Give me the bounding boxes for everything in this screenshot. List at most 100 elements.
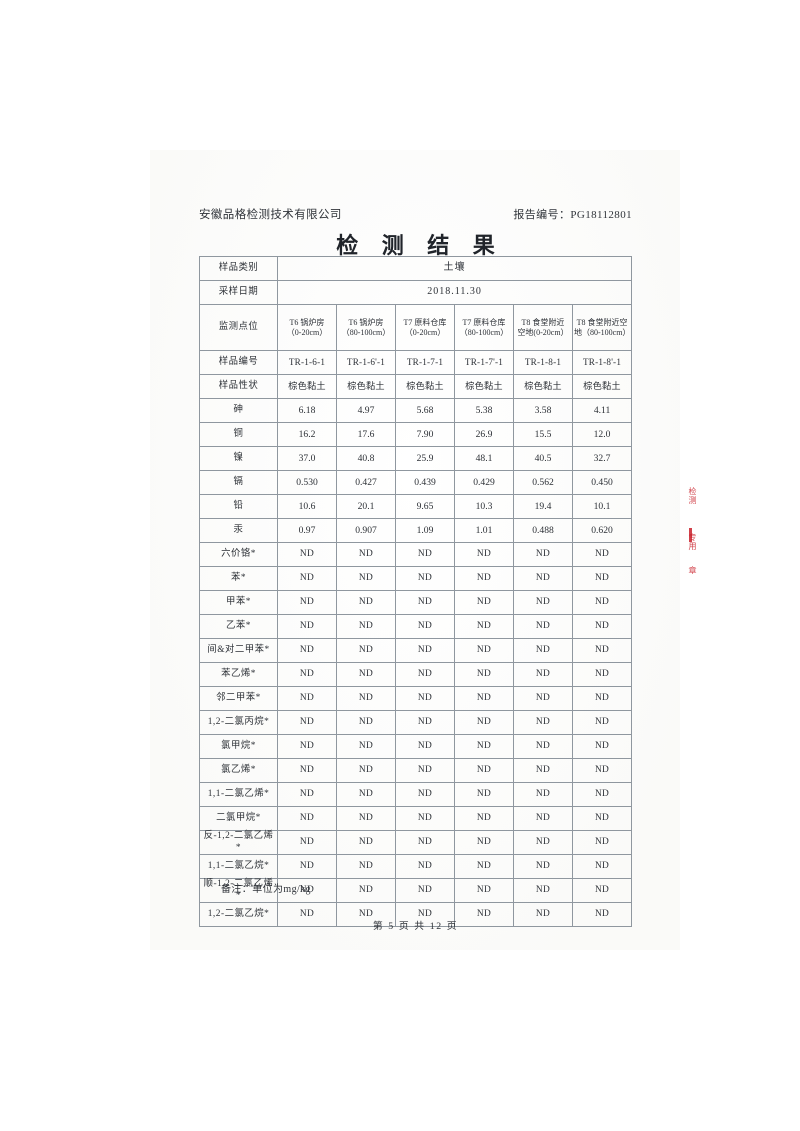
- result-cell: ND: [513, 710, 573, 735]
- table-row: 顺-1,2-二氯乙烯* ND ND ND ND ND ND: [199, 878, 633, 903]
- result-cell: ND: [454, 590, 514, 615]
- result-cell: 0.488: [513, 518, 573, 543]
- row-label: 采样日期: [199, 280, 278, 305]
- result-cell: 0.439: [395, 470, 455, 495]
- result-cell: 9.65: [395, 494, 455, 519]
- table-row: 邻二甲苯* ND ND ND ND ND ND: [199, 686, 633, 711]
- table-row: 苯乙烯* ND ND ND ND ND ND: [199, 662, 633, 687]
- result-cell: ND: [336, 854, 396, 879]
- result-cell: ND: [395, 830, 455, 855]
- result-cell: ND: [395, 686, 455, 711]
- analyte-label: 1,2-二氯乙烷*: [199, 902, 278, 927]
- result-cell: ND: [336, 878, 396, 903]
- result-cell: 32.7: [571, 446, 633, 471]
- result-cell: ND: [454, 782, 514, 807]
- row-value: 2018.11.30: [276, 280, 633, 305]
- point-depth: （80-100cm）: [341, 327, 391, 337]
- table-row: 镍 37.0 40.8 25.9 48.1 40.5 32.7: [199, 446, 633, 471]
- table-row: 汞 0.97 0.907 1.09 1.01 0.488 0.620: [199, 518, 633, 543]
- result-cell: ND: [571, 614, 633, 639]
- result-cell: ND: [571, 590, 633, 615]
- result-cell: ND: [277, 806, 337, 831]
- sample-id-cell: TR-1-7-1: [395, 350, 455, 375]
- result-cell: ND: [277, 638, 337, 663]
- result-cell: 20.1: [336, 494, 396, 519]
- analyte-label: 汞: [199, 518, 278, 543]
- result-cell: ND: [277, 566, 337, 591]
- analyte-label: 铅: [199, 494, 278, 519]
- result-cell: ND: [513, 806, 573, 831]
- result-cell: ND: [571, 758, 633, 783]
- result-cell: 16.2: [277, 422, 337, 447]
- result-cell: ND: [454, 830, 514, 855]
- monitoring-point-cell: T8 食堂附近 空地(0-20cm）: [513, 304, 573, 351]
- result-cell: ND: [513, 878, 573, 903]
- result-cell: ND: [454, 638, 514, 663]
- table-row-monitoring-points: 监测点位 T6 锅炉房 （0-20cm） T6 锅炉房 （80-100cm） T7 原料仓…: [199, 304, 633, 351]
- result-cell: ND: [454, 758, 514, 783]
- result-cell: 0.429: [454, 470, 514, 495]
- result-cell: 4.11: [571, 398, 633, 423]
- result-cell: 1.01: [454, 518, 514, 543]
- analyte-label: 1,1-二氯乙烷*: [199, 854, 278, 879]
- sample-property-cell: 棕色黏土: [513, 374, 573, 399]
- remark-note: 备注：单位为mg/kg: [221, 884, 311, 895]
- result-cell: ND: [395, 710, 455, 735]
- result-cell: ND: [336, 590, 396, 615]
- result-cell: ND: [336, 566, 396, 591]
- result-cell: ND: [513, 542, 573, 567]
- result-cell: ND: [395, 614, 455, 639]
- sample-property-cell: 棕色黏土: [454, 374, 514, 399]
- result-cell: ND: [571, 638, 633, 663]
- point-name: T6 锅炉房: [348, 317, 384, 327]
- result-cell: 19.4: [513, 494, 573, 519]
- result-cell: ND: [513, 662, 573, 687]
- result-cell: ND: [454, 854, 514, 879]
- result-cell: 0.562: [513, 470, 573, 495]
- result-cell: ND: [277, 710, 337, 735]
- point-name: T6 锅炉房: [289, 317, 325, 327]
- result-cell: ND: [513, 734, 573, 759]
- table-row: 反-1,2-二氯乙烯* ND ND ND ND ND ND: [199, 830, 633, 855]
- row-label: 监测点位: [199, 304, 278, 351]
- point-depth: （80-100cm）: [459, 327, 509, 337]
- point-depth: 地（80-100cm）: [574, 327, 631, 337]
- result-cell: ND: [336, 902, 396, 927]
- result-cell: ND: [571, 902, 633, 927]
- result-cell: 1.09: [395, 518, 455, 543]
- point-depth: （0-20cm）: [404, 327, 446, 337]
- table-row: 样品类别 土壤: [199, 256, 633, 281]
- point-name: T7 原料仓库: [403, 317, 447, 327]
- analyte-label: 乙苯*: [199, 614, 278, 639]
- result-cell: ND: [395, 806, 455, 831]
- table-row: 氯甲烷* ND ND ND ND ND ND: [199, 734, 633, 759]
- analyte-label: 镉: [199, 470, 278, 495]
- report-number: 报告编号：PG18112801: [513, 209, 632, 221]
- result-cell: 0.450: [571, 470, 633, 495]
- result-cell: 0.620: [571, 518, 633, 543]
- table-row: 氯乙烯* ND ND ND ND ND ND: [199, 758, 633, 783]
- stamp-fragment-icon: 章: [688, 566, 697, 575]
- result-cell: 37.0: [277, 446, 337, 471]
- result-cell: 12.0: [571, 422, 633, 447]
- table-row: 1,2-二氯乙烷* ND ND ND ND ND ND: [199, 902, 633, 927]
- result-cell: ND: [513, 590, 573, 615]
- analyte-label: 间&对二甲苯*: [199, 638, 278, 663]
- result-cell: ND: [395, 878, 455, 903]
- sample-property-cell: 棕色黏土: [336, 374, 396, 399]
- monitoring-point-cell: T6 锅炉房 （0-20cm）: [277, 304, 337, 351]
- result-cell: ND: [336, 638, 396, 663]
- stamp-fragment-icon: 专用: [688, 533, 697, 551]
- result-cell: ND: [571, 686, 633, 711]
- result-cell: 40.5: [513, 446, 573, 471]
- result-cell: ND: [454, 734, 514, 759]
- row-label: 样品性状: [199, 374, 278, 399]
- row-label: 样品类别: [199, 256, 278, 281]
- point-name: T8 食堂附近空: [576, 317, 628, 327]
- monitoring-point-cell: T7 原料仓库 （80-100cm）: [454, 304, 514, 351]
- point-depth: （0-20cm）: [286, 327, 328, 337]
- result-cell: ND: [571, 782, 633, 807]
- result-cell: ND: [336, 542, 396, 567]
- result-cell: ND: [513, 638, 573, 663]
- result-cell: ND: [277, 830, 337, 855]
